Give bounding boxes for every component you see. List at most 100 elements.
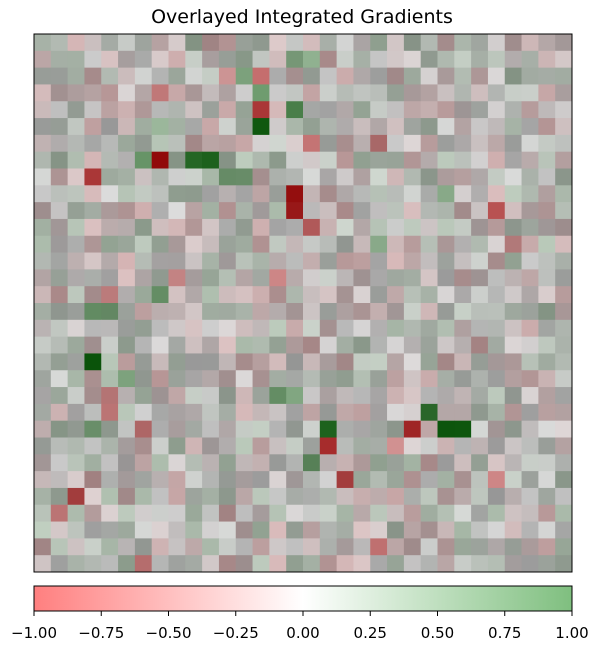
heatmap-cell: [202, 370, 220, 388]
heatmap-cell: [387, 319, 405, 338]
heatmap-cell: [118, 118, 136, 136]
heatmap-cell: [521, 504, 539, 522]
heatmap-cell: [487, 50, 506, 69]
heatmap-cell: [118, 303, 136, 321]
heatmap-cell: [218, 34, 237, 52]
heatmap-cell: [269, 303, 287, 321]
heatmap-cell: [269, 202, 287, 220]
heatmap-cell: [454, 403, 472, 422]
heatmap-cell: [387, 101, 405, 119]
heatmap-cell: [101, 218, 119, 237]
heatmap-cell: [387, 437, 405, 455]
heatmap-cell: [286, 471, 304, 489]
heatmap-cell: [252, 252, 270, 270]
heatmap-cell: [454, 454, 472, 472]
heatmap-cell: [303, 403, 321, 422]
heatmap-cell: [437, 454, 455, 472]
heatmap-cell: [218, 286, 237, 304]
heatmap-cell: [353, 353, 371, 371]
heatmap-cell: [336, 34, 354, 52]
heatmap-cell: [487, 269, 506, 287]
heatmap-cell: [420, 50, 438, 69]
heatmap-cell: [118, 504, 136, 522]
heatmap-cell: [555, 218, 573, 237]
heatmap-cell: [202, 185, 220, 203]
heatmap-cell: [454, 303, 472, 321]
heatmap-cell: [420, 67, 438, 85]
heatmap-cell: [403, 185, 422, 203]
heatmap-cell: [84, 555, 102, 573]
heatmap-cell: [504, 168, 522, 186]
heatmap-cell: [454, 336, 472, 354]
heatmap-cell: [387, 34, 405, 52]
heatmap-cell: [336, 353, 354, 371]
heatmap-cell: [504, 319, 522, 338]
heatmap-cell: [118, 168, 136, 186]
heatmap-cell: [168, 34, 186, 52]
heatmap-cell: [235, 185, 253, 203]
heatmap-cell: [538, 118, 556, 136]
heatmap-cell: [34, 67, 52, 85]
heatmap-cell: [286, 387, 304, 405]
heatmap-cell: [269, 235, 287, 253]
heatmap-cell: [168, 286, 186, 304]
heatmap-cell: [504, 504, 522, 522]
colorbar-tick-label: −1.00: [11, 624, 57, 642]
heatmap-cell: [370, 101, 388, 119]
heatmap-cell: [504, 50, 522, 69]
heatmap-cell: [471, 101, 489, 119]
heatmap-cell: [420, 370, 438, 388]
heatmap-cell: [319, 168, 338, 186]
heatmap-cell: [84, 420, 102, 438]
heatmap-cell: [370, 538, 388, 556]
heatmap-cell: [269, 101, 287, 119]
heatmap-cell: [336, 487, 354, 506]
heatmap-cell: [504, 303, 522, 321]
heatmap-cell: [34, 134, 52, 153]
heatmap-cell: [538, 185, 556, 203]
colorbar: [33, 585, 573, 612]
heatmap-cell: [185, 387, 203, 405]
heatmap-cell: [303, 252, 321, 270]
heatmap-cell: [185, 118, 203, 136]
colorbar-ticks: −1.00 −0.75 −0.50 −0.25 0.00 0.25 0.50 0.75 1.00: [11, 611, 589, 642]
heatmap-cell: [134, 387, 153, 405]
heatmap-cell: [319, 218, 338, 237]
heatmap-cell: [403, 84, 422, 102]
heatmap-cell: [555, 370, 573, 388]
heatmap-cell: [504, 454, 522, 472]
heatmap-cell: [555, 387, 573, 405]
heatmap-cell: [185, 336, 203, 354]
heatmap-cell: [84, 202, 102, 220]
heatmap-cell: [353, 218, 371, 237]
heatmap-cell: [67, 134, 85, 153]
heatmap-cell: [370, 403, 388, 422]
heatmap-cell: [269, 387, 287, 405]
heatmap-cell: [353, 269, 371, 287]
heatmap-cell: [471, 387, 489, 405]
heatmap-cell: [437, 387, 455, 405]
heatmap-cell: [134, 487, 153, 506]
heatmap-cell: [235, 471, 253, 489]
heatmap-cell: [101, 252, 119, 270]
heatmap-cell: [336, 437, 354, 455]
heatmap-cell: [218, 50, 237, 69]
heatmap-cell: [252, 521, 270, 539]
heatmap-cell: [521, 269, 539, 287]
heatmap-cell: [34, 202, 52, 220]
heatmap-cell: [286, 420, 304, 438]
heatmap-cell: [218, 168, 237, 186]
heatmap-cell: [471, 303, 489, 321]
heatmap-cell: [84, 84, 102, 102]
colorbar-tick-label: −0.75: [78, 624, 124, 642]
colorbar-tick-label: 0.50: [421, 624, 454, 642]
heatmap-cell: [269, 185, 287, 203]
heatmap-cell: [67, 34, 85, 52]
heatmap-cell: [403, 538, 422, 556]
heatmap-cell: [403, 555, 422, 573]
heatmap-cell: [471, 252, 489, 270]
heatmap-cell: [303, 504, 321, 522]
heatmap-cell: [403, 101, 422, 119]
heatmap-cell: [118, 235, 136, 253]
heatmap-cell: [521, 151, 539, 169]
